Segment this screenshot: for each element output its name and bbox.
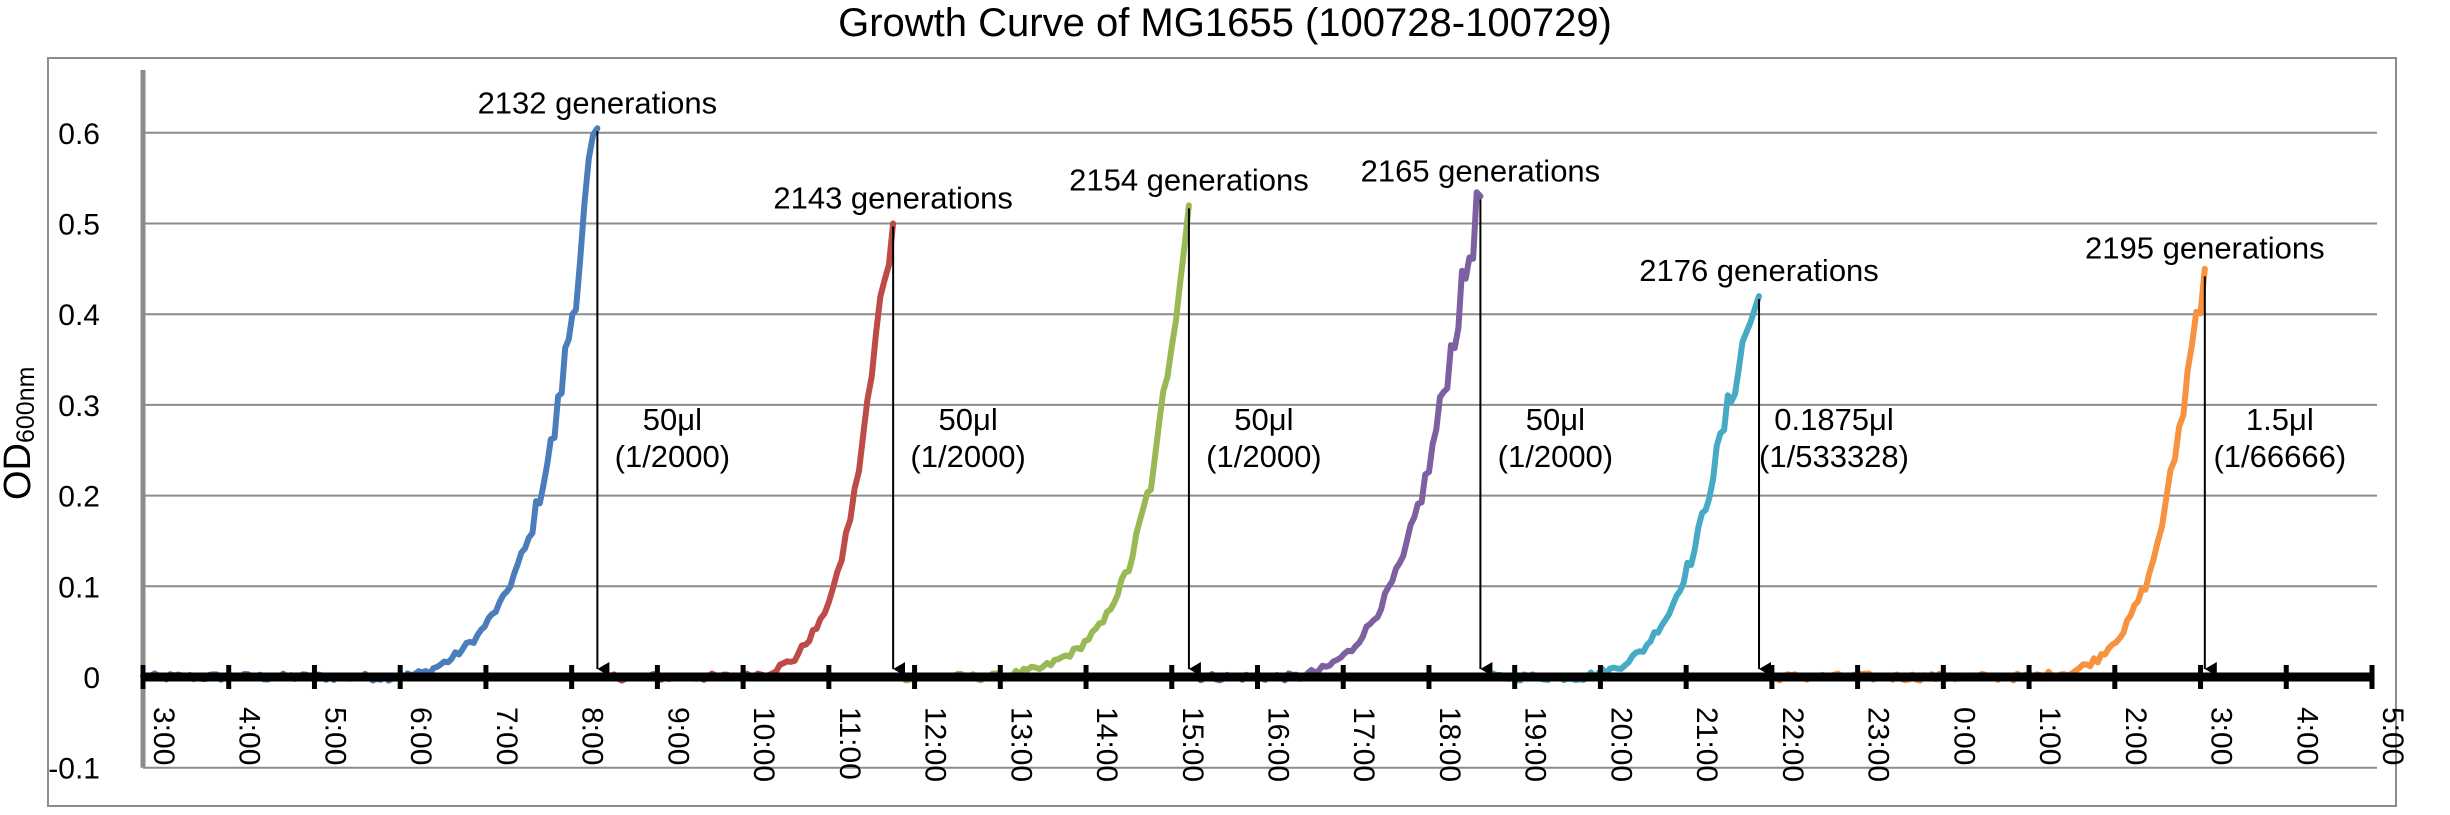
- dilution-ratio-label: (1/2000): [1206, 439, 1321, 474]
- x-tick-label: 3:00: [147, 707, 180, 765]
- axis-layer: -0.1 0 0.1 0.2 0.3 0.4 0.5 0.6 3:00 4:00 5:00 6:00 7…: [48, 70, 2409, 786]
- dilution-volume-label: 50μl: [1526, 402, 1585, 437]
- generation-label: 2143 generations: [773, 181, 1013, 216]
- x-tick-label: 17:00: [1347, 707, 1380, 782]
- x-tick-label: 4:00: [2290, 707, 2323, 765]
- dilution-volume-label: 50μl: [643, 402, 702, 437]
- x-tick-label: 7:00: [490, 707, 523, 765]
- dilution-ratio-label: (1/2000): [910, 439, 1025, 474]
- y-tick-label: 0.4: [58, 299, 100, 332]
- dilution-ratio-label: (1/533328): [1759, 439, 1909, 474]
- y-axis-label: OD600nm: [0, 367, 40, 500]
- dilution-ratio-label: (1/66666): [2213, 439, 2346, 474]
- x-tick-label: 14:00: [1090, 707, 1123, 782]
- x-tick-label: 0:00: [1947, 707, 1980, 765]
- x-tick-label: 6:00: [404, 707, 437, 765]
- grid-layer: [143, 131, 2377, 769]
- x-tick-label: 3:00: [2205, 707, 2238, 765]
- chart-title: Growth Curve of MG1655 (100728-100729): [838, 1, 1612, 45]
- plot-frame: [47, 57, 2397, 807]
- x-tick-label: 12:00: [919, 707, 952, 782]
- x-tick-label: 11:00: [833, 707, 866, 780]
- x-tick-label: 2:00: [2119, 707, 2152, 765]
- x-tick-label: 23:00: [1862, 707, 1895, 782]
- x-tick-label: 19:00: [1519, 707, 1552, 782]
- y-tick-label: 0: [83, 662, 100, 695]
- y-tick-label: 0.3: [58, 390, 100, 423]
- x-tick-label: 21:00: [1690, 707, 1723, 782]
- x-tick-label: 18:00: [1433, 707, 1466, 782]
- x-tick-label: 4:00: [233, 707, 266, 765]
- x-tick-label: 9:00: [661, 707, 694, 765]
- y-tick-label: 0.5: [58, 209, 100, 242]
- y-tick-label: 0.1: [58, 571, 100, 604]
- y-tick-label: 0.2: [58, 481, 100, 514]
- dilution-volume-label: 50μl: [939, 402, 998, 437]
- x-tick-label: 15:00: [1176, 707, 1209, 782]
- y-tick-label: -0.1: [48, 753, 100, 786]
- generation-label: 2154 generations: [1069, 162, 1309, 197]
- y-axis-label-subscript: 600nm: [12, 367, 40, 443]
- x-tick-label: 13:00: [1004, 707, 1037, 782]
- y-axis-label-main: OD: [0, 443, 39, 500]
- x-tick-label: 20:00: [1604, 707, 1637, 782]
- generation-label: 2132 generations: [478, 85, 718, 120]
- growth-series-line: [1768, 265, 2208, 684]
- dilution-volume-label: 0.1875μl: [1774, 402, 1894, 437]
- dilution-volume-label: 1.5μl: [2246, 402, 2314, 437]
- x-tick-label: 16:00: [1262, 707, 1295, 782]
- y-tick-label: 0.6: [58, 118, 100, 151]
- x-tick-label: 22:00: [1776, 707, 1809, 782]
- dilution-ratio-label: (1/2000): [1498, 439, 1613, 474]
- growth-series-line: [1481, 293, 1762, 684]
- generation-label: 2195 generations: [2085, 230, 2325, 265]
- x-tick-label: 5:00: [318, 707, 351, 765]
- x-tick-label: 5:00: [2376, 707, 2409, 765]
- x-tick-label: 1:00: [2033, 707, 2066, 765]
- dilution-volume-label: 50μl: [1234, 402, 1293, 437]
- generation-label: 2176 generations: [1639, 253, 1879, 288]
- dilution-ratio-label: (1/2000): [615, 439, 730, 474]
- generation-label: 2165 generations: [1361, 153, 1601, 188]
- x-tick-label: 10:00: [747, 707, 780, 782]
- x-tick-label: 8:00: [576, 707, 609, 765]
